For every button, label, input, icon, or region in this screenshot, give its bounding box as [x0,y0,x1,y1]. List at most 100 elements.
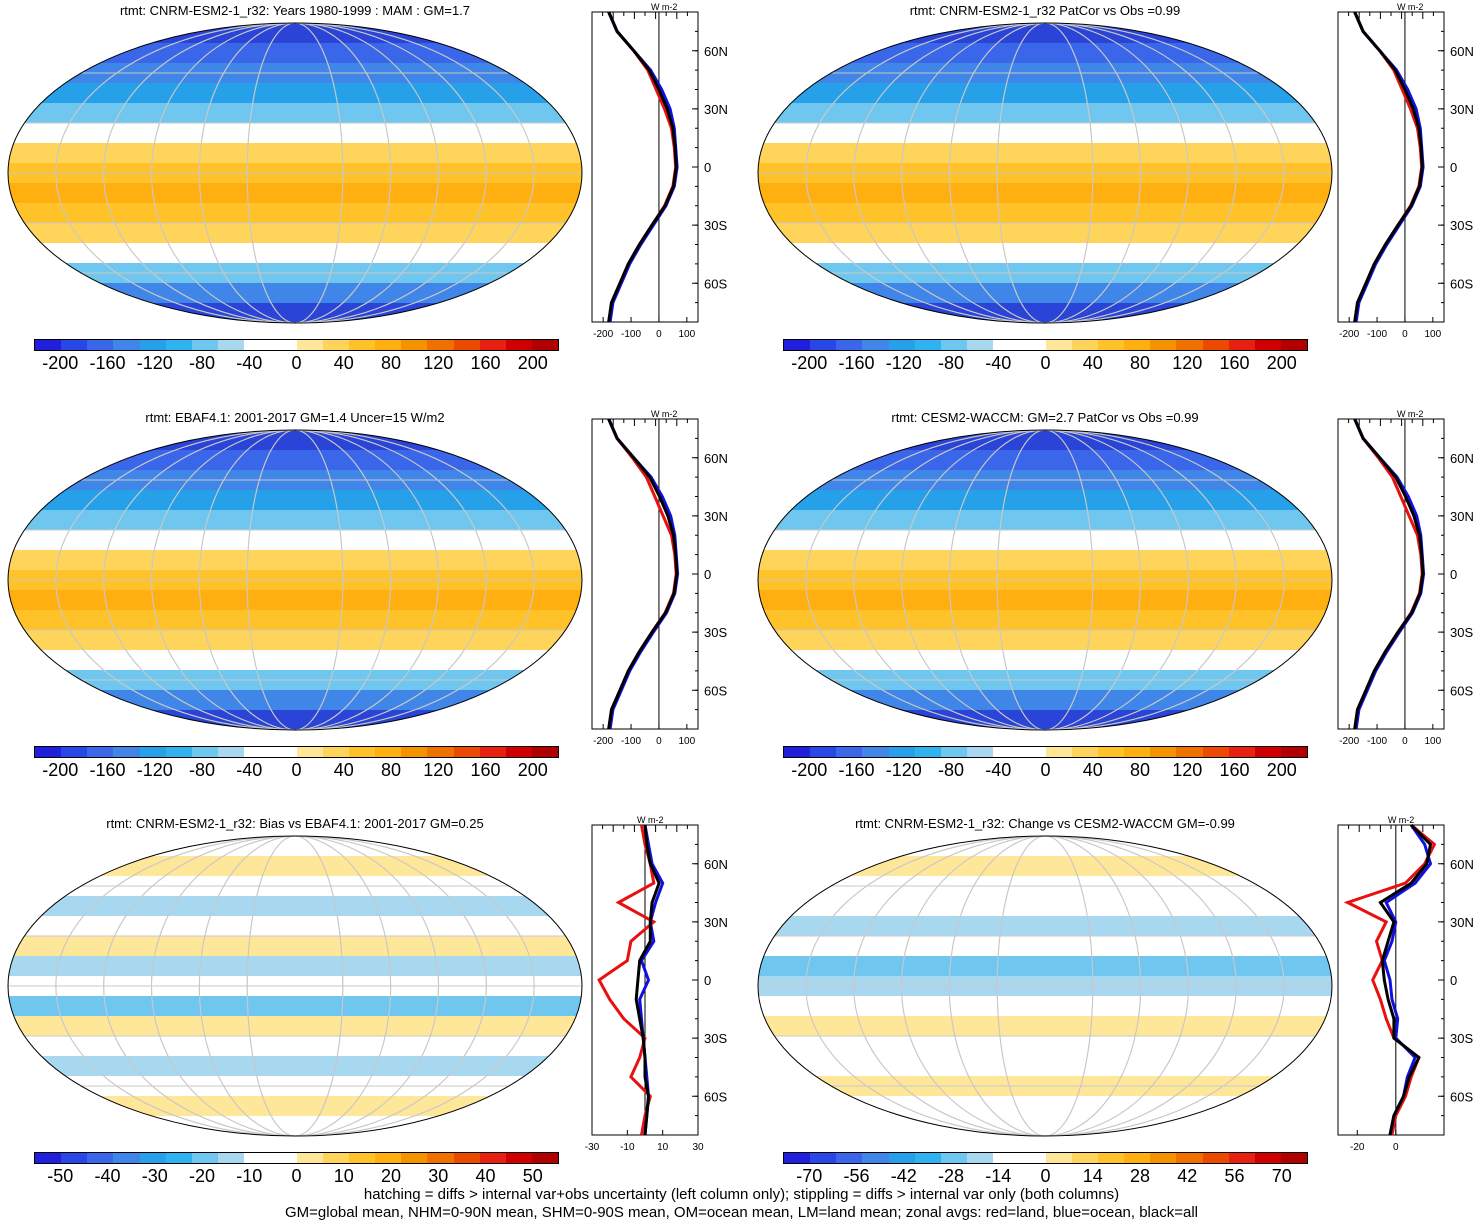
colorbar-swatch [453,340,480,350]
map-band [8,243,582,264]
colorbar-swatch [888,340,915,350]
colorbar-swatch [914,1153,941,1163]
zonal-unit-label: W m-2 [1388,815,1415,825]
colorbar-label: -120 [136,760,173,780]
colorbar-swatch [87,1153,114,1163]
colorbar-swatch [427,747,454,757]
colorbar-label: -200 [42,353,79,373]
map-band [758,1016,1332,1037]
map-band [758,203,1332,224]
all-line [1353,11,1424,323]
zonal-unit-label: W m-2 [651,2,678,12]
x-tick-label: -100 [621,736,641,747]
colorbar-swatch [836,340,863,350]
colorbar-swatch [35,747,62,757]
map-outline [757,835,1333,1137]
map-field [758,836,1332,1136]
panel-3-title: rtmt: EBAF4.1: 2001-2017 GM=1.4 Uncer=15… [145,410,445,425]
colorbar-swatch [862,340,889,350]
colorbar-label: 56 [1224,1166,1245,1186]
colorbar-label: 160 [1219,760,1250,780]
colorbar-label: -40 [985,760,1012,780]
zonal-unit-label: W m-2 [651,409,678,419]
lat-label: 60S [1450,1089,1473,1104]
map-band [8,610,582,631]
x-tick-label: -200 [1339,736,1359,747]
x-tick-label: 0 [1402,329,1408,340]
colorbar-swatch [296,747,323,757]
x-tick-label: 100 [1424,329,1441,340]
map-band [758,690,1332,711]
colorbar-label: -80 [188,760,216,780]
ocean-line [607,418,680,730]
map-band [758,243,1332,264]
panel-1-colorbar [34,339,559,351]
lat-label: 0 [704,973,711,988]
lat-label: 30N [1450,509,1474,524]
map-band [758,590,1332,611]
colorbar-swatch [165,747,192,757]
colorbar-label: -160 [89,760,126,780]
map-field [8,23,582,323]
colorbar-label: -160 [838,760,875,780]
colorbar-swatch [1071,1153,1098,1163]
colorbar-swatch [87,747,114,757]
colorbar-label: 0 [291,760,302,780]
map-band [8,856,582,877]
panel-5-colorbar-labels: -50 -40 -30 -20 -10 0 10 20 30 40 50 [34,1166,559,1188]
colorbar-swatch [862,1153,889,1163]
zonal-frame [1337,418,1445,730]
colorbar-swatch [531,1153,559,1163]
map-band [758,530,1332,551]
lat-label: 60S [704,276,727,291]
map-band [8,550,582,571]
map-band [8,103,582,124]
panel-6-map [757,835,1333,1137]
colorbar-label: 0 [1040,1166,1051,1186]
colorbar-swatch [1280,340,1308,350]
colorbar-label: -80 [188,353,216,373]
map-band [8,836,582,857]
colorbar-swatch [322,340,349,350]
colorbar-label: 80 [380,760,402,780]
colorbar-swatch [1071,340,1098,350]
map-band [758,896,1332,917]
panel-6-title: rtmt: CNRM-ESM2-1_r32: Change vs CESM2-W… [855,816,1235,831]
panel-6-zonal-plot: W m-2 60N 30N 0 30S 60S -20 0 [1337,815,1474,1153]
lat-label: 60S [1450,276,1473,291]
colorbar-swatch [1150,340,1177,350]
colorbar-label: -200 [791,353,828,373]
map-band [8,490,582,511]
colorbar-swatch [1254,340,1281,350]
all-line [607,11,678,323]
colorbar-swatch [1176,340,1203,350]
footer-line-2: GM=global mean, NHM=0-90N mean, SHM=0-90… [284,1204,1198,1221]
colorbar-label: -40 [985,353,1012,373]
colorbar-swatch [113,747,140,757]
colorbar-swatch [940,340,968,350]
colorbar-swatch [993,340,1020,350]
colorbar-label: 50 [522,1166,543,1186]
colorbar-swatch [810,1153,837,1163]
colorbar-swatch [836,747,863,757]
map-field [758,430,1332,730]
colorbar-label: -28 [937,1166,965,1186]
map-outline [7,22,583,324]
colorbar-swatch [1097,1153,1125,1163]
panel-1-zonal-plot: W m-2 60N 30N 0 30S 60S -200 -100 0 100 [591,2,728,340]
colorbar-swatch [1150,1153,1177,1163]
lat-label: 30S [1450,218,1473,233]
colorbar-swatch [401,340,428,350]
map-band [8,43,582,64]
map-band [8,1096,582,1117]
colorbar-swatch [1019,1153,1046,1163]
colorbar-label: -30 [141,1166,168,1186]
x-tick-label: -100 [621,329,641,340]
colorbar-swatch [322,1153,349,1163]
colorbar-label: -40 [236,353,263,373]
lat-label: 30S [1450,625,1473,640]
map-band [8,1056,582,1077]
colorbar-swatch [1071,747,1098,757]
colorbar-swatch [940,747,968,757]
zonal-unit-label: W m-2 [1397,409,1424,419]
